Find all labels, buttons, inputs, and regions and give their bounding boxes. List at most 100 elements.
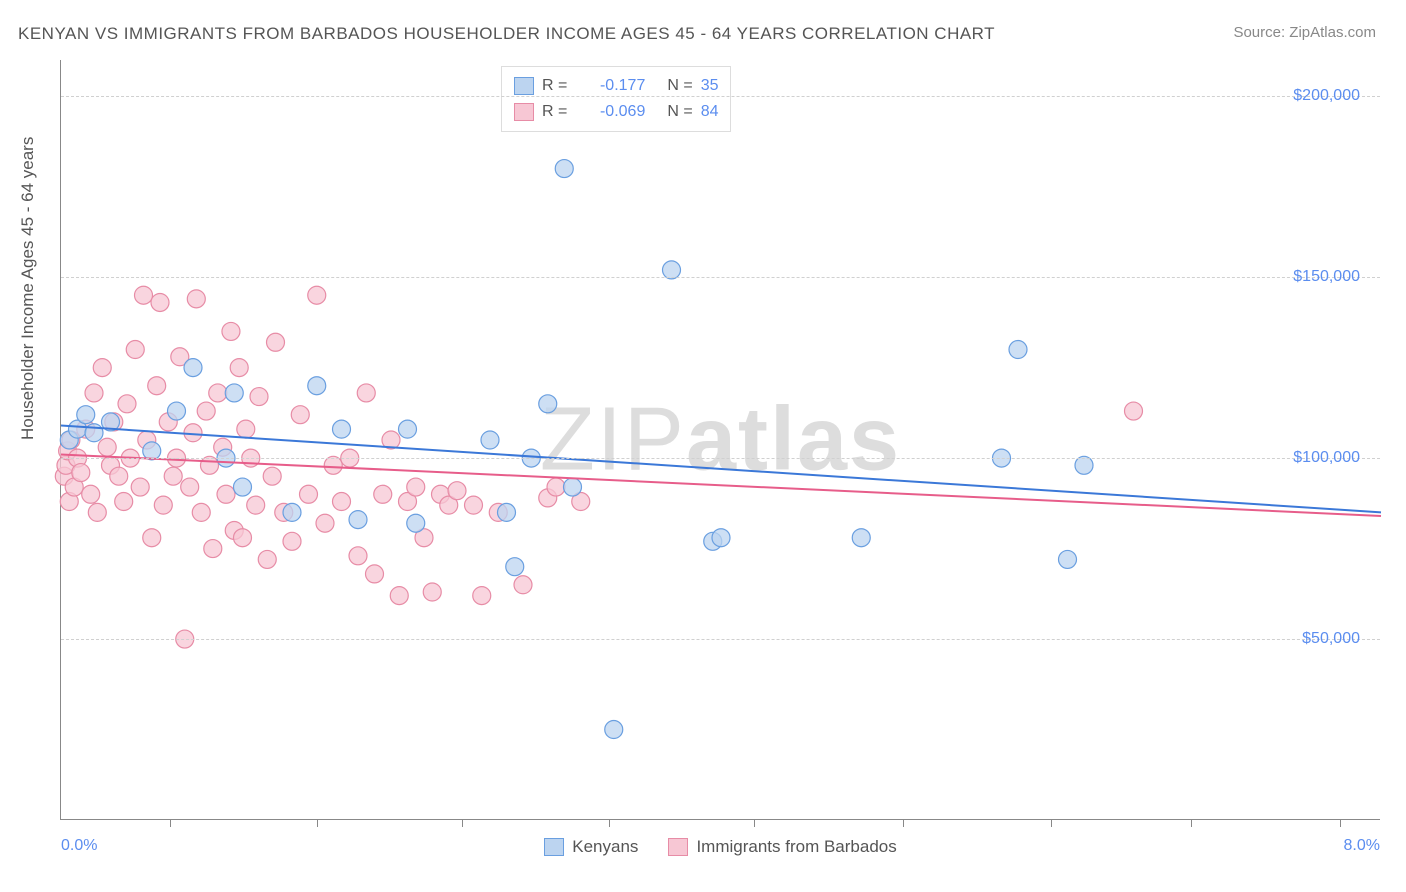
data-point [77, 406, 95, 424]
legend-swatch [514, 103, 534, 121]
data-point [148, 377, 166, 395]
data-point [605, 721, 623, 739]
data-point [407, 478, 425, 496]
data-point [263, 467, 281, 485]
data-point [154, 496, 172, 514]
ytick-label: $150,000 [1293, 268, 1360, 286]
legend-label: Kenyans [572, 837, 638, 857]
data-point [247, 496, 265, 514]
data-point [300, 485, 318, 503]
data-point [366, 565, 384, 583]
data-point [407, 514, 425, 532]
data-point [555, 160, 573, 178]
data-point [1125, 402, 1143, 420]
chart-title: KENYAN VS IMMIGRANTS FROM BARBADOS HOUSE… [18, 24, 995, 44]
gridline [61, 639, 1380, 640]
data-point [448, 482, 466, 500]
xtick [317, 819, 318, 827]
data-point [72, 464, 90, 482]
n-label: N = [667, 99, 692, 125]
data-point [349, 511, 367, 529]
n-label: N = [667, 73, 692, 99]
r-value: -0.069 [575, 99, 645, 125]
data-point [164, 467, 182, 485]
r-label: R = [542, 73, 567, 99]
data-point [399, 420, 417, 438]
data-point [1009, 341, 1027, 359]
xtick [1051, 819, 1052, 827]
data-point [222, 322, 240, 340]
data-point [258, 550, 276, 568]
correlation-legend: R = -0.177 N = 35R = -0.069 N = 84 [501, 66, 731, 132]
r-value: -0.177 [575, 73, 645, 99]
data-point [151, 293, 169, 311]
data-point [184, 424, 202, 442]
data-point [473, 587, 491, 605]
data-point [184, 359, 202, 377]
data-point [481, 431, 499, 449]
data-point [333, 420, 351, 438]
data-point [135, 286, 153, 304]
xtick-start: 0.0% [61, 837, 97, 855]
data-point [374, 485, 392, 503]
legend-swatch [514, 77, 534, 95]
data-point [514, 576, 532, 594]
xtick [609, 819, 610, 827]
xtick-end: 8.0% [1344, 837, 1380, 855]
data-point [390, 587, 408, 605]
data-point [168, 402, 186, 420]
data-point [234, 529, 252, 547]
legend-item: Immigrants from Barbados [668, 837, 896, 857]
xtick [903, 819, 904, 827]
legend-swatch [668, 838, 688, 856]
data-point [131, 478, 149, 496]
n-value: 35 [701, 73, 719, 99]
legend-swatch [544, 838, 564, 856]
data-point [93, 359, 111, 377]
gridline [61, 277, 1380, 278]
data-point [316, 514, 334, 532]
data-point [250, 388, 268, 406]
data-point [539, 395, 557, 413]
data-point [82, 485, 100, 503]
data-point [506, 558, 524, 576]
n-value: 84 [701, 99, 719, 125]
data-point [204, 540, 222, 558]
ytick-label: $100,000 [1293, 449, 1360, 467]
gridline [61, 458, 1380, 459]
data-point [547, 478, 565, 496]
data-point [498, 503, 516, 521]
data-point [308, 286, 326, 304]
data-point [308, 377, 326, 395]
data-point [564, 478, 582, 496]
data-point [110, 467, 128, 485]
series-legend: Kenyans Immigrants from Barbados [61, 837, 1380, 857]
legend-item: Kenyans [544, 837, 638, 857]
ytick-label: $50,000 [1302, 630, 1360, 648]
data-point [115, 493, 133, 511]
gridline [61, 96, 1380, 97]
data-point [225, 384, 243, 402]
xtick [462, 819, 463, 827]
data-point [118, 395, 136, 413]
data-point [197, 402, 215, 420]
data-point [1059, 550, 1077, 568]
data-point [98, 438, 116, 456]
data-point [230, 359, 248, 377]
data-point [126, 341, 144, 359]
y-axis-label: Householder Income Ages 45 - 64 years [18, 137, 38, 440]
data-point [291, 406, 309, 424]
source-label: Source: ZipAtlas.com [1233, 24, 1376, 41]
data-point [237, 420, 255, 438]
data-point [349, 547, 367, 565]
ytick-label: $200,000 [1293, 87, 1360, 105]
correlation-row: R =-0.069N =84 [514, 99, 718, 125]
data-point [192, 503, 210, 521]
data-point [357, 384, 375, 402]
data-point [217, 485, 235, 503]
correlation-row: R = -0.177 N = 35 [514, 73, 718, 99]
xtick [754, 819, 755, 827]
data-point [423, 583, 441, 601]
data-point [267, 333, 285, 351]
plot-svg [61, 60, 1380, 819]
